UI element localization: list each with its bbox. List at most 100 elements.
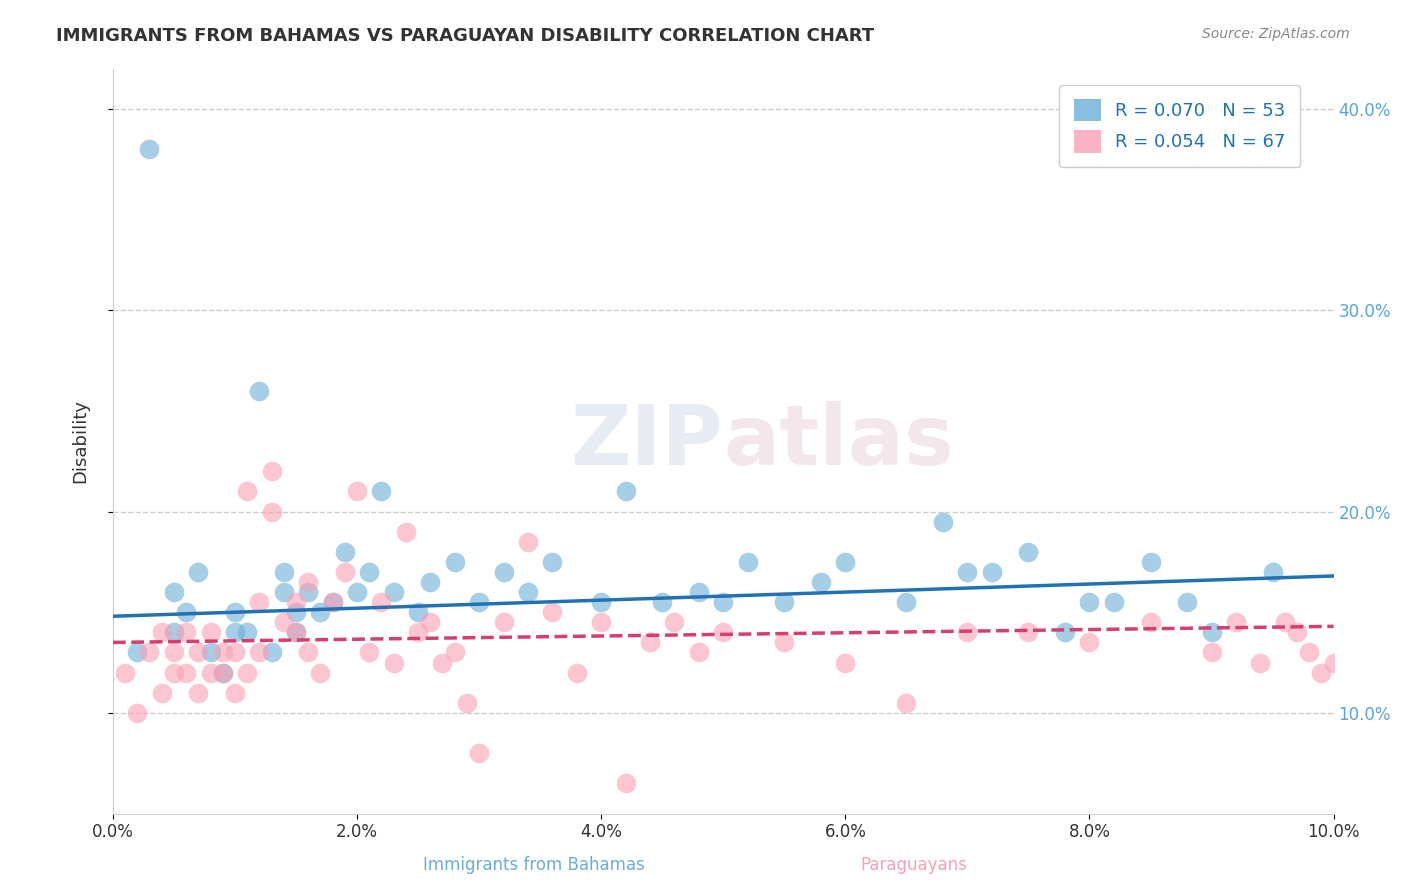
Point — [541, 605, 564, 619]
Point — [896, 696, 918, 710]
Point — [200, 625, 222, 640]
Point — [1054, 625, 1077, 640]
Point — [638, 635, 661, 649]
Point — [932, 515, 955, 529]
Point — [406, 605, 429, 619]
Point — [346, 484, 368, 499]
Point — [260, 504, 283, 518]
Point — [309, 605, 332, 619]
Point — [333, 565, 356, 579]
Point — [1310, 665, 1333, 680]
Point — [297, 646, 319, 660]
Point — [443, 646, 465, 660]
Point — [285, 605, 308, 619]
Point — [273, 615, 295, 630]
Point — [1102, 595, 1125, 609]
Point — [187, 646, 209, 660]
Point — [297, 574, 319, 589]
Point — [956, 565, 979, 579]
Point — [247, 384, 270, 398]
Point — [359, 646, 381, 660]
Point — [127, 706, 149, 720]
Point — [236, 625, 259, 640]
Point — [419, 574, 441, 589]
Point — [541, 555, 564, 569]
Point — [516, 585, 538, 599]
Point — [834, 555, 856, 569]
Point — [187, 686, 209, 700]
Point — [614, 776, 637, 790]
Point — [285, 625, 308, 640]
Text: ZIP: ZIP — [571, 401, 723, 482]
Point — [1078, 595, 1101, 609]
Point — [200, 646, 222, 660]
Point — [1139, 555, 1161, 569]
Point — [1139, 615, 1161, 630]
Point — [260, 646, 283, 660]
Point — [773, 595, 796, 609]
Point — [591, 615, 613, 630]
Point — [163, 665, 186, 680]
Point — [395, 524, 418, 539]
Point — [236, 484, 259, 499]
Point — [273, 565, 295, 579]
Point — [1298, 646, 1320, 660]
Point — [688, 585, 710, 599]
Point — [1285, 625, 1308, 640]
Text: IMMIGRANTS FROM BAHAMAS VS PARAGUAYAN DISABILITY CORRELATION CHART: IMMIGRANTS FROM BAHAMAS VS PARAGUAYAN DI… — [56, 27, 875, 45]
Point — [773, 635, 796, 649]
Point — [174, 665, 197, 680]
Point — [406, 625, 429, 640]
Point — [419, 615, 441, 630]
Point — [370, 595, 392, 609]
Point — [382, 585, 405, 599]
Point — [432, 656, 454, 670]
Point — [285, 625, 308, 640]
Point — [138, 142, 160, 156]
Point — [711, 625, 734, 640]
Point — [359, 565, 381, 579]
Point — [224, 605, 246, 619]
Point — [382, 656, 405, 670]
Point — [810, 574, 832, 589]
Point — [273, 585, 295, 599]
Point — [565, 665, 588, 680]
Point — [322, 595, 344, 609]
Point — [174, 605, 197, 619]
Point — [150, 625, 173, 640]
Point — [1201, 625, 1223, 640]
Point — [1323, 656, 1346, 670]
Point — [614, 484, 637, 499]
Point — [688, 646, 710, 660]
Point — [456, 696, 478, 710]
Point — [370, 484, 392, 499]
Point — [1201, 646, 1223, 660]
Point — [138, 646, 160, 660]
Point — [224, 625, 246, 640]
Point — [1017, 625, 1039, 640]
Point — [247, 595, 270, 609]
Point — [211, 665, 233, 680]
Point — [1175, 595, 1198, 609]
Point — [127, 646, 149, 660]
Y-axis label: Disability: Disability — [72, 399, 89, 483]
Point — [516, 534, 538, 549]
Point — [737, 555, 759, 569]
Text: atlas: atlas — [723, 401, 955, 482]
Text: Source: ZipAtlas.com: Source: ZipAtlas.com — [1202, 27, 1350, 41]
Point — [711, 595, 734, 609]
Point — [163, 585, 186, 599]
Point — [260, 464, 283, 478]
Point — [468, 595, 491, 609]
Point — [651, 595, 673, 609]
Point — [1078, 635, 1101, 649]
Point — [956, 625, 979, 640]
Point — [200, 665, 222, 680]
Point — [224, 646, 246, 660]
Point — [236, 665, 259, 680]
Point — [285, 595, 308, 609]
Point — [591, 595, 613, 609]
Legend: R = 0.070   N = 53, R = 0.054   N = 67: R = 0.070 N = 53, R = 0.054 N = 67 — [1059, 85, 1301, 167]
Point — [492, 615, 515, 630]
Point — [114, 665, 136, 680]
